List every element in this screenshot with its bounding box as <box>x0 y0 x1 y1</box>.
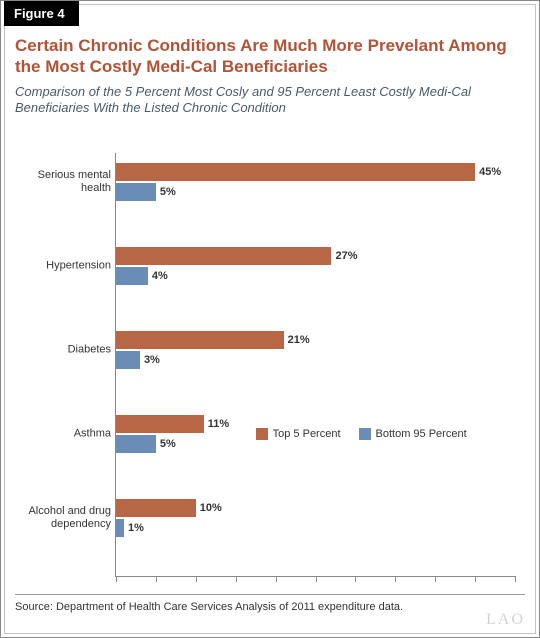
bar-value-label: 27% <box>331 250 357 262</box>
legend-label: Top 5 Percent <box>273 428 341 440</box>
plot-area: Serious mental health45%5%Hypertension27… <box>115 153 515 577</box>
axis-tick <box>236 576 237 582</box>
chart-area: Serious mental health 45% 5% Hypertension 27… <box>15 153 525 577</box>
legend: Top 5 Percent Bottom 95 Percent <box>256 428 467 440</box>
bar-value-label: 11% <box>204 418 229 430</box>
bar-top5: 11% <box>116 415 204 433</box>
figure-label-tab: Figure 4 <box>4 1 79 26</box>
header: Certain Chronic Conditions Are Much More… <box>15 35 525 117</box>
bar-value-label: 5% <box>156 186 176 198</box>
chart-subtitle: Comparison of the 5 Percent Most Cosly a… <box>15 84 525 118</box>
category-label: Hypertension <box>16 259 111 272</box>
category-group: Alcohol and drug dependency10%1% <box>116 499 515 537</box>
bar-value-label: 3% <box>140 354 160 366</box>
axis-tick <box>395 576 396 582</box>
category-group: Asthma11%5%Top 5 PercentBottom 95 Percen… <box>116 415 515 453</box>
category-group: Serious mental health45%5% <box>116 163 515 201</box>
bar-bot95: 5% <box>116 435 156 453</box>
bar-bot95: 1% <box>116 519 124 537</box>
legend-item: Bottom 95 Percent <box>359 428 467 440</box>
bar-value-label: 45% <box>475 166 501 178</box>
bar-bot95: 3% <box>116 351 140 369</box>
bar-bot95: 5% <box>116 183 156 201</box>
axis-tick <box>156 576 157 582</box>
axis-tick <box>435 576 436 582</box>
lao-watermark: LAO <box>486 611 525 629</box>
source-note: Source: Department of Health Care Servic… <box>15 594 525 613</box>
bar-bot95: 4% <box>116 267 148 285</box>
category-label: Asthma <box>16 427 111 440</box>
legend-swatch <box>256 428 268 440</box>
bar-value-label: 5% <box>156 438 176 450</box>
category-group: Diabetes21%3% <box>116 331 515 369</box>
legend-swatch <box>359 428 371 440</box>
axis-tick <box>276 576 277 582</box>
chart-title: Certain Chronic Conditions Are Much More… <box>15 35 525 78</box>
axis-tick <box>355 576 356 582</box>
bar-top5: 45% <box>116 163 475 181</box>
category-label: Diabetes <box>16 343 111 356</box>
axis-tick <box>196 576 197 582</box>
bar-value-label: 1% <box>124 522 144 534</box>
category-group: Hypertension27%4% <box>116 247 515 285</box>
bar-top5: 27% <box>116 247 331 265</box>
axis-tick <box>475 576 476 582</box>
legend-label: Bottom 95 Percent <box>376 428 467 440</box>
bar-top5: 21% <box>116 331 284 349</box>
bar-value-label: 4% <box>148 270 168 282</box>
axis-tick <box>116 576 117 582</box>
bar-top5: 10% <box>116 499 196 517</box>
category-label: Serious mental health <box>16 169 111 195</box>
axis-tick <box>515 576 516 582</box>
bar-value-label: 21% <box>284 334 310 346</box>
legend-item: Top 5 Percent <box>256 428 341 440</box>
bar-value-label: 10% <box>196 502 222 514</box>
category-label: Alcohol and drug dependency <box>16 505 111 531</box>
axis-tick <box>316 576 317 582</box>
